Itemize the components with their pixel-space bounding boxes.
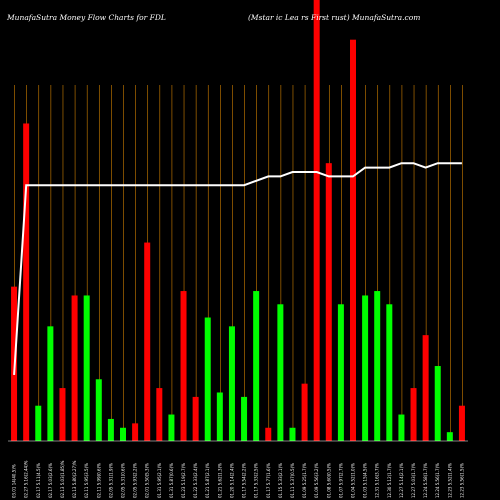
x-tick-label: 01.23 5.19(2.7)% [181, 463, 186, 498]
x-tick-label: 03.01 14(40,5)% [12, 464, 17, 498]
x-tick-label: 02.17 5.03(2.6)% [48, 463, 53, 498]
bar-up [398, 414, 405, 441]
bar-down [156, 388, 163, 441]
bar-up [337, 304, 344, 441]
bar-down [313, 0, 320, 441]
x-tick-label: 01.21 5.62(1.3)% [217, 463, 222, 498]
bar-down [192, 396, 199, 441]
bar-down [325, 163, 332, 442]
bar-up [204, 317, 211, 441]
x-tick-label: 12.23 5.56(1.5)% [459, 463, 464, 498]
x-tick-label: 02.05 5.93(2.2)% [133, 463, 138, 498]
x-tick-label: 01.17 5.54(2.2)% [242, 463, 247, 498]
x-tick-label: 02.27 5.16(2.44)% [24, 460, 29, 498]
bar-up [289, 427, 296, 441]
x-tick-label: 01.21 5.87(2.1)% [205, 463, 210, 498]
x-tick-label: 12.27 5.14(2.1)% [399, 463, 404, 498]
bar-up [216, 392, 223, 441]
x-tick-label: 02.01 5.50(5.3)% [145, 463, 150, 498]
bar-up [434, 366, 441, 441]
bar-up [253, 291, 260, 441]
bar-up [47, 326, 54, 441]
x-tick-label: 02.17 5.11(4.5)% [36, 463, 41, 498]
x-tick-label: 01.09 5.56(3.2)% [314, 463, 319, 498]
grid-lines [14, 85, 463, 441]
money-flow-line [13, 162, 462, 375]
x-tick-label: 12.23 5.52(1.4)% [447, 463, 452, 498]
bar-up [228, 326, 235, 441]
bar-up [35, 405, 42, 441]
x-tick-label: 12.24 5.58(1.7)% [423, 463, 428, 498]
x-tick-label: 01.08 5.60(0.5)% [326, 463, 331, 498]
x-tick-label: 01.31 5.95(2.1)% [157, 463, 162, 498]
bar-up [362, 295, 369, 441]
bar-up [374, 291, 381, 441]
x-tick-label: 01.11 5.37(0.5)% [290, 463, 295, 498]
x-tick-label: 02.05 5.31(1.9)% [108, 463, 113, 498]
x-tick-label: 02.11 5.99(0.6)% [96, 463, 101, 498]
bar-down [132, 423, 139, 441]
bar-down [422, 335, 429, 441]
bar-down [59, 388, 66, 441]
x-tick-label: 12.24 5.56(1.7)% [435, 463, 440, 498]
bar-up [83, 295, 90, 441]
bar-down [71, 295, 78, 441]
x-tick-label: 01.20 5.14(2.4)% [229, 463, 234, 498]
bar-up [120, 427, 126, 441]
x-tick-label: 12.30 5.12(1.7)% [387, 463, 392, 498]
bar-up [446, 432, 453, 441]
bar-up [386, 304, 393, 441]
chart-title-left: MunafaSutra Money Flow Charts for FDL [6, 13, 166, 22]
x-tick-label: 01.17 5.33(2.5)% [254, 463, 259, 498]
bar-up [107, 418, 114, 441]
chart-title-right: (Mstar ic Lea rs First rust) MunafaSutra… [248, 13, 420, 22]
x-tick-label: 01.31 5.87(0.6)% [169, 463, 174, 498]
x-tick-label: 01.15 5.33(2.1)% [278, 463, 283, 498]
bars [11, 0, 465, 442]
x-tick-label: 01.09 5.25(1.7)% [302, 463, 307, 498]
bar-up [241, 396, 248, 441]
x-tick-label: 02.05 5.31(0.6)% [121, 463, 126, 498]
bar-down [180, 291, 187, 441]
bar-down [265, 427, 272, 441]
x-tick-label: 01.03 5.15(4.5)% [363, 463, 368, 498]
x-tick-labels: 03.01 14(40,5)% 02.27 5.16(2.44)% 02.17 5.… [12, 460, 465, 498]
x-tick-label: 01.07 5.97(2.7)% [338, 463, 343, 498]
x-tick-label: 01.04 5.52(1.0)% [351, 463, 356, 498]
bar-up [95, 379, 102, 441]
bar-down [410, 388, 417, 441]
bar-down [301, 383, 308, 441]
bar-down [458, 405, 465, 441]
bar-up [277, 304, 284, 441]
bar-down [23, 123, 30, 441]
x-tick-label: 01.17 5.77(1.6)% [266, 463, 271, 498]
bar-down [350, 39, 356, 441]
x-tick-label: 12.27 5.03(1.7)% [411, 463, 416, 498]
x-tick-label: 12.31 5.16(3.7)% [375, 463, 380, 498]
x-tick-label: 01.22 5.33(2.4)% [193, 463, 198, 498]
x-tick-label: 02.13 5.03(1.85)% [60, 460, 65, 498]
bar-down [144, 242, 151, 441]
x-tick-label: 02.13 5.80(2.27)% [72, 460, 77, 498]
x-tick-label: 02.11 5.95(3.5)% [84, 463, 89, 498]
bar-up [168, 414, 175, 441]
